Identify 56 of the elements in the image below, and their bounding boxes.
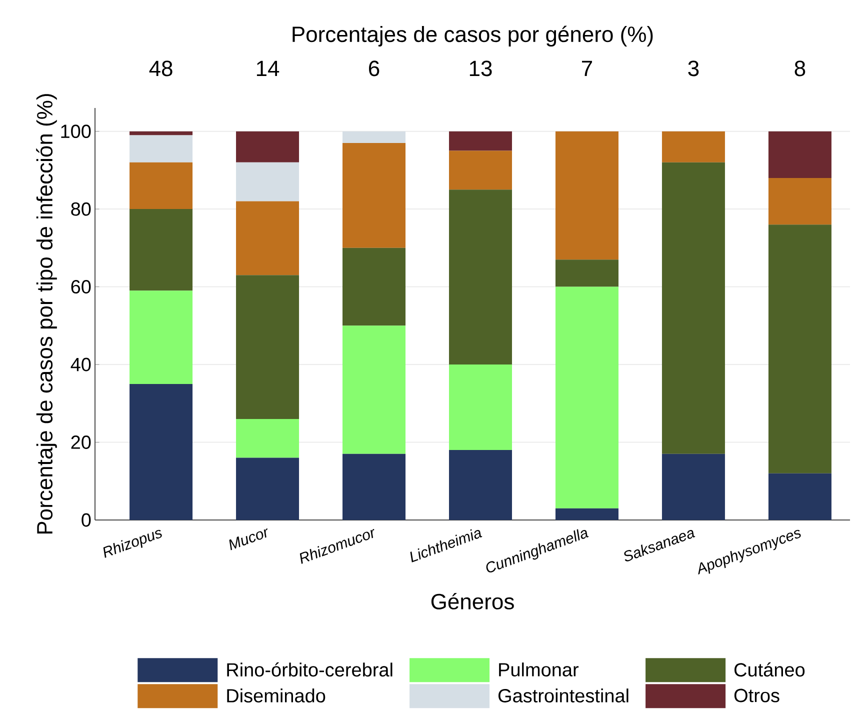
y-tick-label: 80 [71,202,91,216]
bar [448,364,512,450]
bar [342,326,406,454]
bar [448,190,512,365]
y-axis-title: Porcentaje de casos por tipo de infección (%) [36,94,57,534]
bar [555,260,618,287]
x-axis-title: Géneros [431,592,514,610]
bar [768,131,832,178]
bar [662,454,725,520]
bar [130,131,193,136]
bar [236,275,300,419]
y-tick-label: 0 [82,513,91,527]
text: 7 [582,60,592,76]
bar [768,224,832,474]
y-tick-label: 60 [71,280,91,294]
text: 3 [688,60,699,76]
bar [448,131,512,151]
y-tick-label: 40 [70,358,91,372]
bar [555,131,618,260]
legend-label: Pulmonar [499,662,579,676]
bar [130,162,193,210]
text: 8 [794,60,806,76]
bar [236,162,300,202]
legend-label: Rino-órbito-cerebral [227,662,392,677]
text: 14 [256,60,280,76]
bar [555,508,618,520]
bar [130,135,193,162]
bar [662,131,725,162]
bar [768,178,832,225]
legend-label: Cutáneo [734,662,805,677]
y-tick-label: 20 [71,436,91,449]
bar [342,248,406,326]
bar [555,286,618,508]
text: 48 [149,60,172,76]
bar [236,458,300,520]
bar [236,131,300,162]
bar [342,142,406,248]
bar [236,418,300,458]
bar [130,290,193,384]
y-tick-label: 100 [61,124,91,138]
bar [130,384,193,520]
legend-label: Otros [734,688,780,702]
bar [236,201,300,276]
legend-label: Gastrointestinal [498,688,628,702]
bar [342,454,406,520]
bar [342,131,406,143]
text: 6 [369,60,380,76]
bar [768,473,832,520]
text: 13 [470,60,492,76]
bar [130,209,193,291]
bar [662,162,725,454]
bar [448,450,512,520]
chart-title: Porcentajes de casos por género (%) [292,26,653,46]
legend-label: Diseminado [227,688,326,702]
x-tick-label: Mucor [229,528,268,550]
bar [448,150,512,190]
